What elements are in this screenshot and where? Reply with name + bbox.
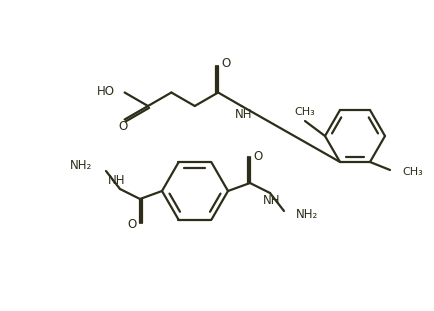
Text: O: O (253, 151, 262, 164)
Text: CH₃: CH₃ (294, 107, 315, 117)
Text: O: O (127, 219, 136, 231)
Text: NH₂: NH₂ (295, 208, 318, 221)
Text: NH: NH (234, 109, 252, 122)
Text: O: O (221, 57, 230, 70)
Text: CH₃: CH₃ (401, 167, 422, 177)
Text: HO: HO (96, 85, 114, 98)
Text: NH: NH (263, 194, 280, 207)
Text: NH: NH (108, 174, 125, 188)
Text: O: O (118, 120, 127, 133)
Text: NH₂: NH₂ (69, 160, 92, 173)
